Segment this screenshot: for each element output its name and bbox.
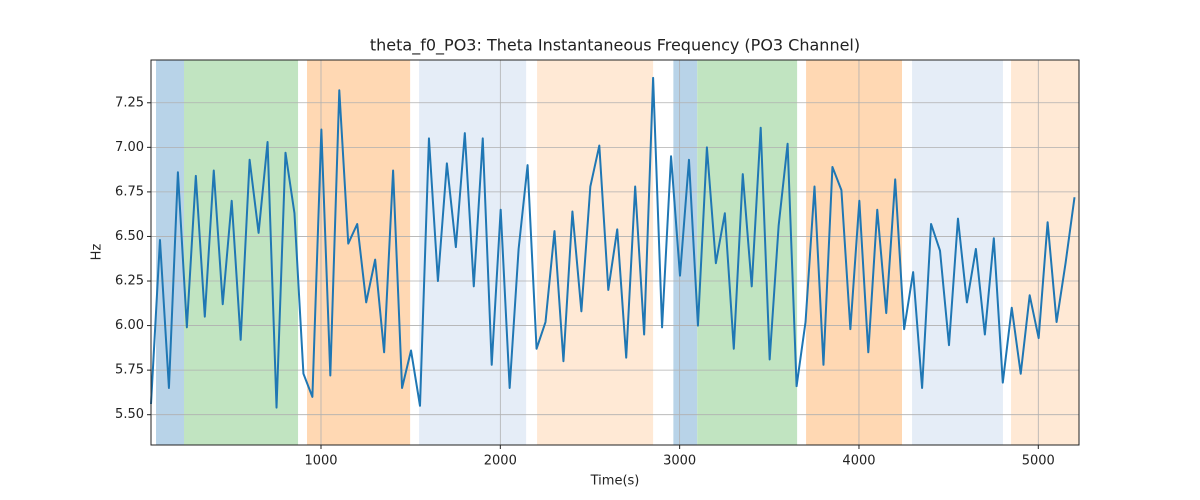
shaded-span [697,60,798,445]
shaded-span [183,60,299,445]
x-axis-label: Time(s) [590,474,640,489]
shaded-span [307,60,411,445]
y-tick-label: 7.25 [115,95,144,110]
x-tick-label: 3000 [663,454,696,469]
y-tick-label: 7.00 [115,140,144,155]
y-tick-label: 6.75 [115,184,144,199]
x-tick-label: 2000 [484,454,517,469]
chart-title: theta_f0_PO3: Theta Instantaneous Freque… [370,36,860,56]
data-line [150,76,1076,409]
y-tick-label: 6.50 [115,229,144,244]
x-tick-label: 4000 [842,454,875,469]
shaded-span [537,60,654,445]
y-tick-label: 5.50 [115,407,144,422]
y-tick-label: 6.25 [115,274,144,289]
shaded-span [912,60,1003,445]
x-tick-label: 1000 [304,454,337,469]
y-axis-label: Hz [90,244,105,261]
y-tick-label: 6.00 [115,318,144,333]
plot-frame [150,59,1080,446]
y-tick-label: 5.75 [115,363,144,378]
shaded-span [806,60,903,445]
x-tick-label: 5000 [1022,454,1055,469]
